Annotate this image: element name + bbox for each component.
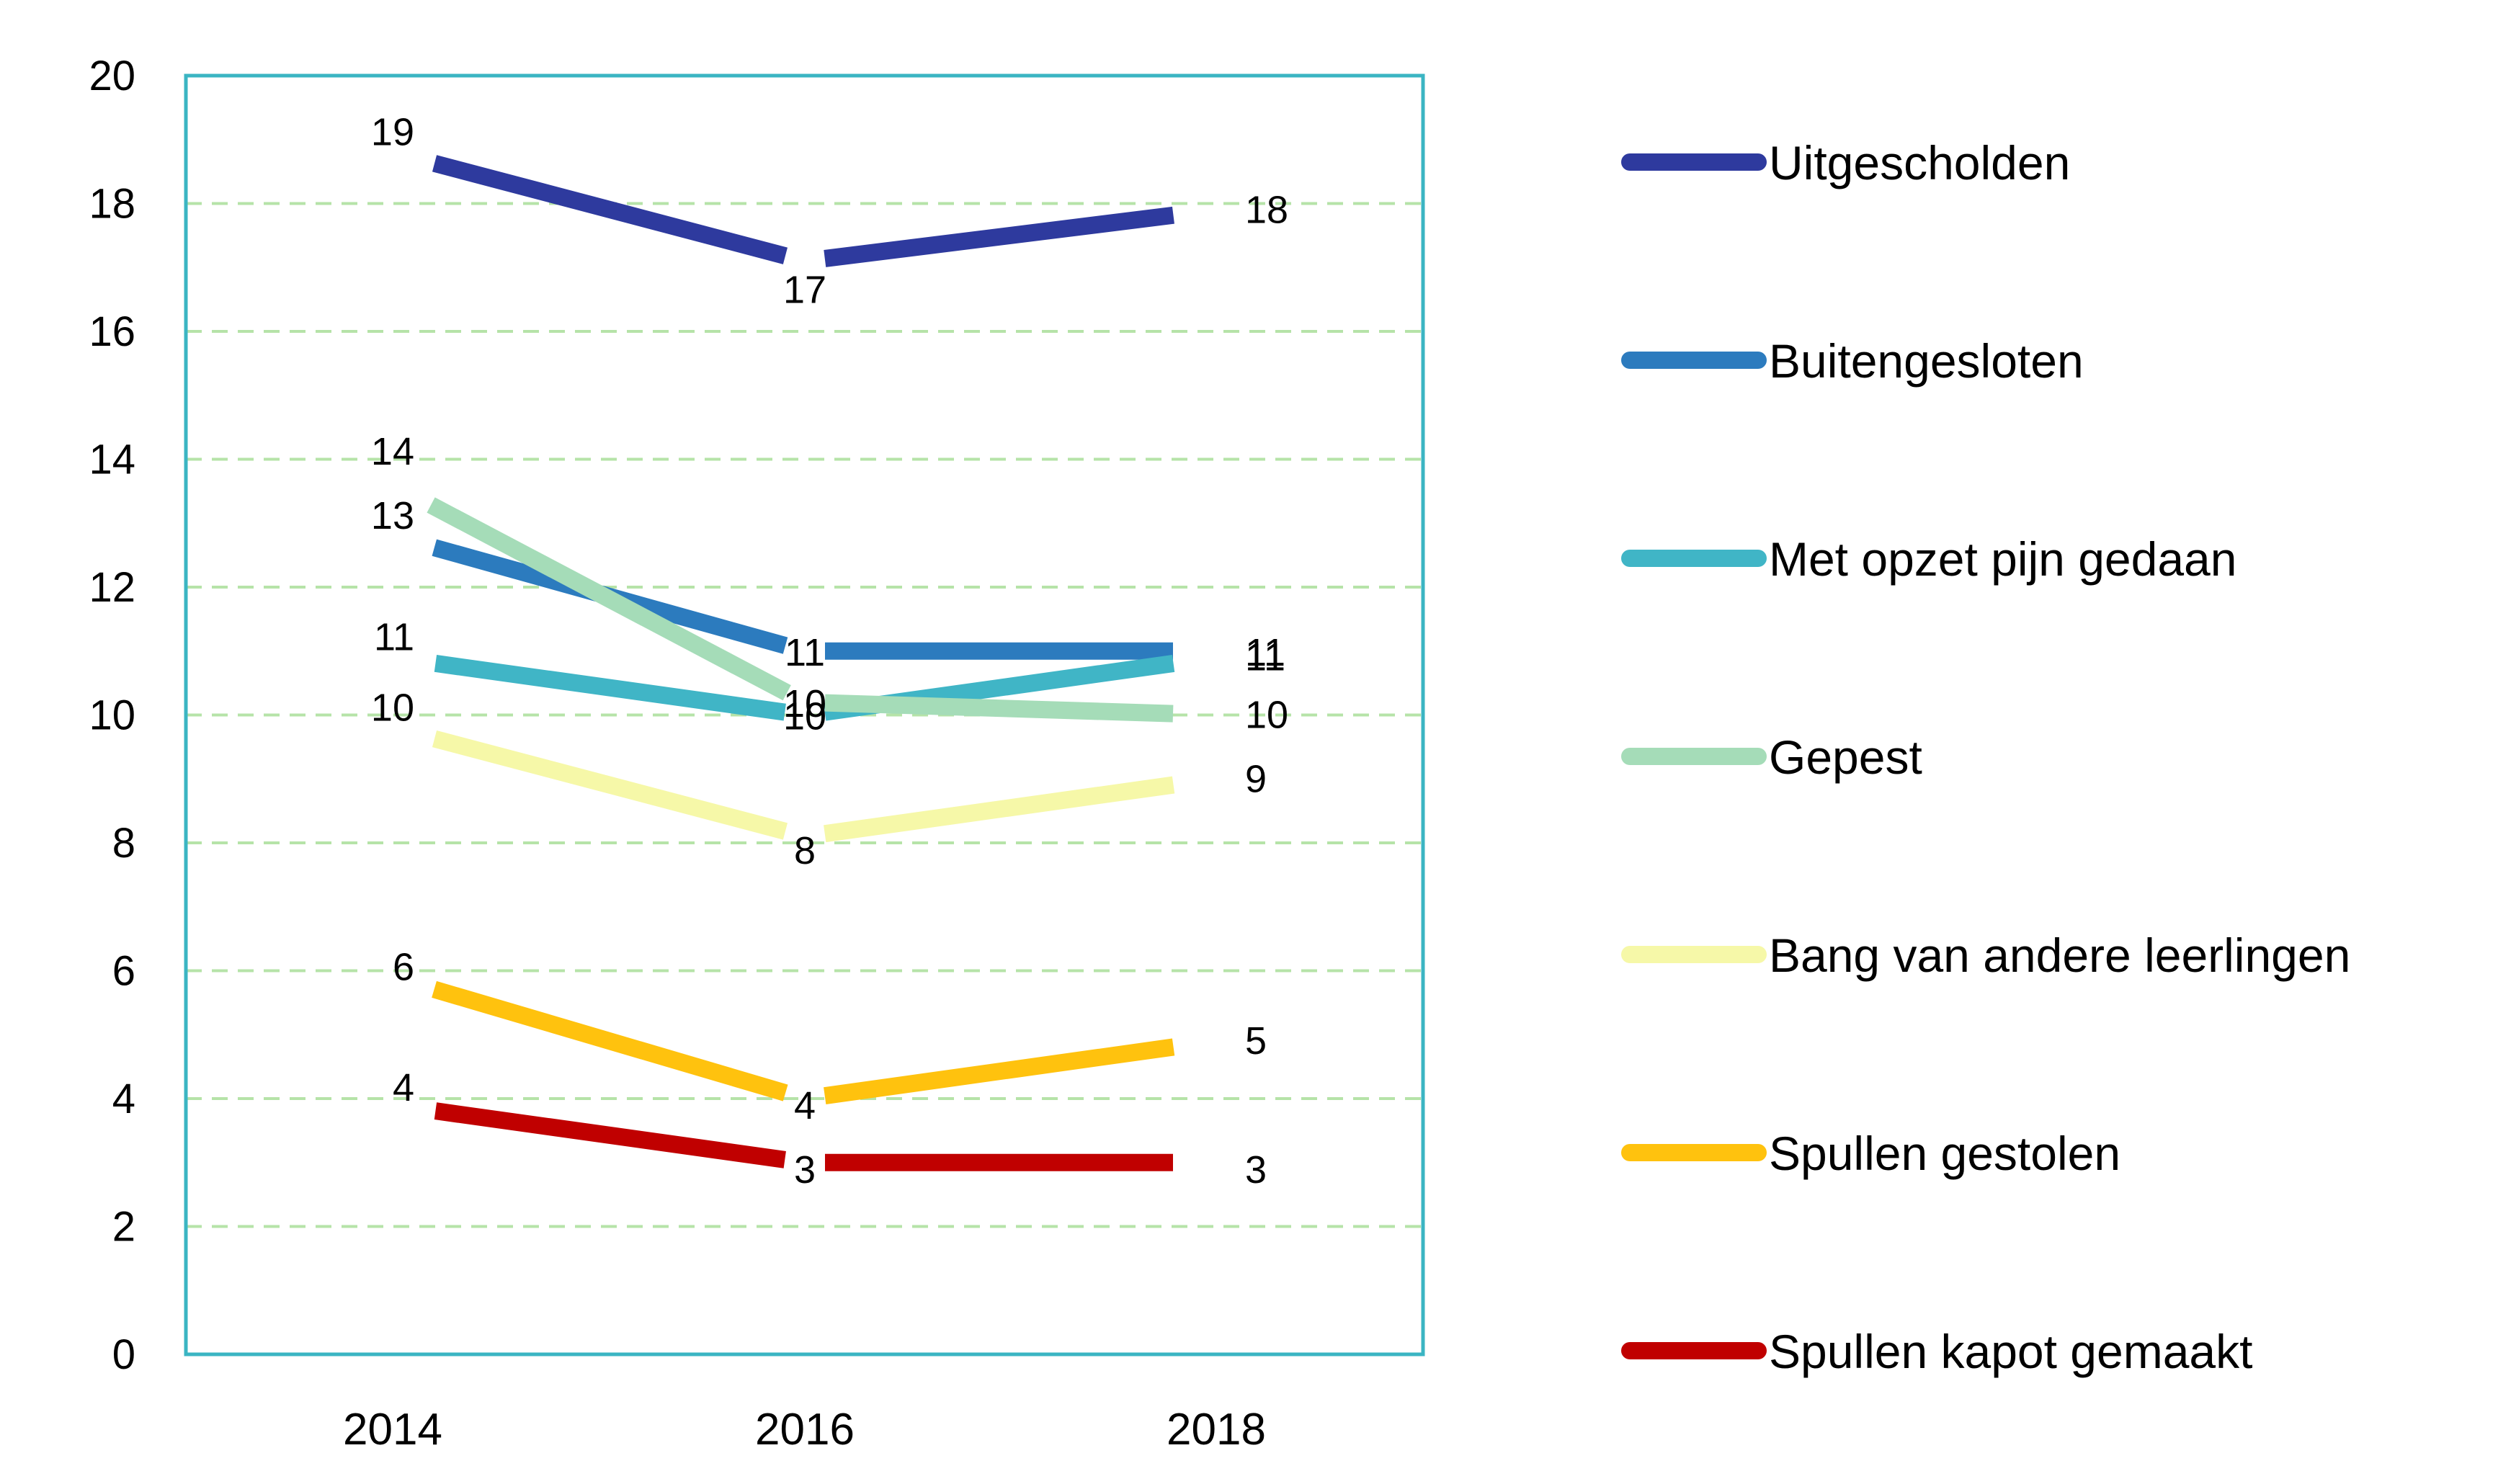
series-line-segment-bang-van-andere-leerlingen (432, 730, 788, 840)
data-label: 11 (374, 616, 414, 659)
x-tick-label: 2018 (1167, 1405, 1266, 1454)
data-label: 10 (783, 682, 826, 725)
series-line-segment-gepest (824, 694, 1174, 723)
data-label: 5 (1245, 1019, 1267, 1063)
x-tick-label: 2016 (755, 1405, 855, 1454)
series-line-segment-uitgescholden (432, 155, 788, 264)
data-label: 10 (783, 695, 826, 738)
data-label: 4 (393, 1066, 414, 1109)
plot-area-border (184, 73, 1425, 1356)
y-tick-label: 20 (89, 53, 135, 99)
y-tick-label: 6 (112, 948, 135, 995)
y-tick-label: 10 (89, 692, 135, 739)
series-line-segment-gepest (427, 497, 791, 701)
y-tick-label: 18 (89, 181, 135, 228)
series-line-segment-spullen-gestolen (824, 1038, 1175, 1105)
series-line-segment-met-opzet-pijn-gedaan (434, 655, 786, 721)
series-line-segment-bang-van-andere-leerlingen (824, 776, 1175, 843)
x-tick-label: 2014 (343, 1405, 442, 1454)
data-label: 11 (785, 631, 825, 674)
series-line-segment-spullen-kapot-gemaakt (434, 1102, 786, 1168)
legend-label: Bang van andere leerlingen (1769, 929, 2350, 982)
y-tick-label: 8 (112, 820, 135, 867)
data-label: 11 (1245, 636, 1285, 679)
data-label: 10 (1245, 694, 1288, 737)
data-label: 14 (371, 430, 414, 473)
legend-label: Buitengesloten (1769, 334, 2084, 388)
data-label: 3 (1245, 1148, 1267, 1192)
data-label: 17 (783, 268, 826, 311)
y-tick-label: 0 (112, 1331, 135, 1378)
legend-label: Met opzet pijn gedaan (1769, 532, 2236, 586)
y-tick-label: 12 (89, 564, 135, 611)
data-label: 3 (794, 1148, 816, 1192)
data-label: 10 (371, 686, 414, 729)
data-label: 18 (1245, 188, 1288, 231)
y-tick-label: 4 (112, 1076, 135, 1122)
data-label: 4 (794, 1084, 816, 1127)
data-label: 6 (393, 945, 414, 988)
series-line-segment-uitgescholden (824, 206, 1174, 267)
legend-label: Spullen kapot gemaakt (1769, 1325, 2252, 1378)
legend-label: Uitgescholden (1769, 136, 2070, 189)
y-tick-label: 16 (89, 308, 135, 355)
data-label: 8 (794, 829, 816, 872)
data-label: 9 (1245, 757, 1267, 800)
legend-label: Spullen gestolen (1769, 1127, 2120, 1180)
data-label: 13 (371, 494, 414, 537)
y-tick-label: 2 (112, 1204, 135, 1251)
data-label: 11 (1245, 631, 1285, 674)
y-tick-label: 14 (89, 437, 135, 483)
legend-label: Gepest (1769, 730, 1922, 784)
data-label: 19 (371, 111, 414, 154)
series-line-segment-spullen-gestolen (432, 980, 788, 1101)
